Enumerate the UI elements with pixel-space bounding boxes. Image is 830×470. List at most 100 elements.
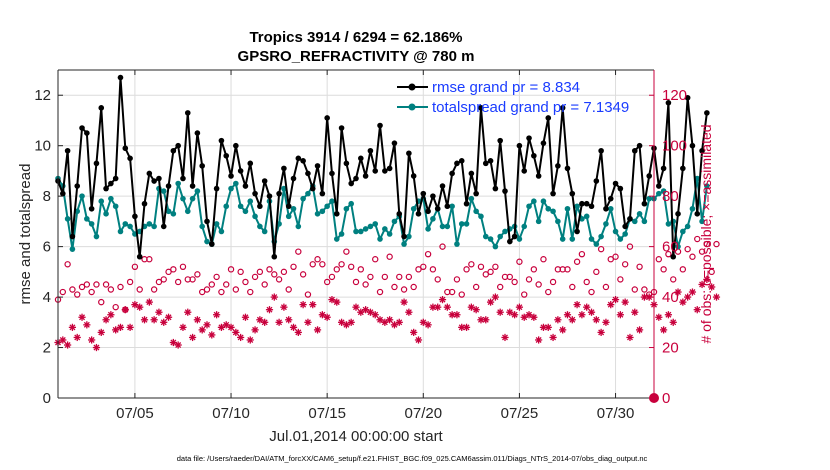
totalspread-point xyxy=(295,223,302,230)
rmse-point xyxy=(463,200,470,207)
rmse-point xyxy=(598,147,604,154)
obs-possible-point xyxy=(535,281,542,288)
obs-assimilated-point xyxy=(515,303,524,311)
totalspread-point xyxy=(386,231,393,237)
rmse-point xyxy=(276,190,282,197)
obs-possible-point xyxy=(698,248,706,255)
obs-assimilated-point xyxy=(573,301,581,309)
obs-assimilated-point xyxy=(414,336,423,344)
rmse-point xyxy=(281,165,287,172)
obs-possible-point xyxy=(636,263,643,270)
obs-possible-point xyxy=(64,261,71,268)
obs-assimilated-point xyxy=(486,298,495,306)
obs-assimilated-point xyxy=(208,331,216,339)
totalspread-point xyxy=(550,208,556,215)
obs-assimilated-point xyxy=(217,323,226,331)
obs-possible-point xyxy=(626,243,634,250)
totalspread-point xyxy=(636,211,643,217)
totalspread-point xyxy=(531,198,537,204)
rmse-point xyxy=(122,145,129,152)
rmse-point xyxy=(607,195,614,202)
obs-possible-point xyxy=(232,286,240,293)
y2-tick-label: 20 xyxy=(662,340,679,357)
rmse-point xyxy=(64,147,71,154)
totalspread-point xyxy=(593,241,600,247)
obs-assimilated-point xyxy=(472,306,480,314)
obs-possible-point xyxy=(496,283,504,291)
obs-assimilated-point xyxy=(371,311,379,319)
obs-assimilated-point xyxy=(438,296,447,304)
totalspread-point xyxy=(180,195,186,202)
totalspread-point xyxy=(175,180,181,187)
obs-possible-point xyxy=(266,266,273,273)
rmse-point xyxy=(377,122,383,129)
obs-possible-point xyxy=(367,273,374,281)
obs-assimilated-point xyxy=(621,298,629,306)
rmse-point xyxy=(314,163,321,169)
totalspread-point xyxy=(468,195,475,202)
totalspread-point xyxy=(367,223,374,230)
chart-subtitle: GPSRO_REFRACTIVITY @ 780 m xyxy=(238,48,475,65)
obs-assimilated-point xyxy=(635,326,644,334)
totalspread-point xyxy=(607,205,614,212)
obs-possible-point xyxy=(314,256,321,263)
totalspread-point xyxy=(689,205,696,212)
y-tick-label: 0 xyxy=(43,390,51,407)
totalspread-point xyxy=(88,221,95,227)
obs-possible-point xyxy=(189,276,196,283)
obs-possible-point xyxy=(420,263,427,270)
obs-assimilated-point xyxy=(251,326,259,334)
obs-assimilated-point xyxy=(121,306,129,314)
totalspread-point xyxy=(103,211,109,217)
obs-possible-point xyxy=(410,283,417,291)
obs-possible-point xyxy=(223,281,230,288)
obs-possible-point xyxy=(670,276,677,283)
obs-assimilated-point xyxy=(64,341,72,349)
obs-possible-point xyxy=(218,288,225,296)
obs-assimilated-point xyxy=(88,336,96,344)
obs-possible-point xyxy=(107,286,115,293)
obs-assimilated-point xyxy=(554,316,562,324)
rmse-point xyxy=(305,170,311,177)
rmse-point xyxy=(233,142,239,149)
obs-possible-point xyxy=(593,268,600,276)
obs-possible-point xyxy=(415,266,422,273)
obs-possible-point xyxy=(396,273,403,281)
rmse-point xyxy=(550,190,556,197)
obs-possible-point xyxy=(617,276,624,283)
totalspread-point xyxy=(588,236,595,242)
obs-assimilated-point xyxy=(602,318,610,326)
rmse-point xyxy=(569,190,576,197)
rmse-point xyxy=(266,193,273,199)
obs-assimilated-point xyxy=(698,280,706,289)
totalspread-point xyxy=(242,208,249,215)
obs-assimilated-point xyxy=(684,293,692,301)
obs-assimilated-point xyxy=(434,303,442,311)
totalspread-point xyxy=(194,188,201,194)
rmse-line xyxy=(57,76,708,258)
obs-possible-point xyxy=(597,245,605,253)
rmse-point xyxy=(487,158,494,164)
obs-possible-point xyxy=(319,261,326,268)
totalspread-point xyxy=(204,238,210,245)
totalspread-point xyxy=(564,205,571,212)
rmse-point xyxy=(261,178,268,184)
obs-assimilated-point xyxy=(703,275,711,284)
rmse-point xyxy=(449,170,455,177)
obs-assimilated-point xyxy=(184,308,192,316)
rmse-point xyxy=(218,137,225,144)
totalspread-point xyxy=(79,193,85,199)
rmse-point xyxy=(60,190,66,197)
obs-possible-point xyxy=(170,266,177,273)
rmse-point xyxy=(622,223,628,230)
rmse-point xyxy=(300,158,306,164)
rmse-point xyxy=(526,135,532,141)
obs-assimilated-point xyxy=(270,293,278,301)
rmse-point xyxy=(439,183,446,189)
data-file-footer: data file: /Users/raeder/DAI/ATM_forcXX/… xyxy=(177,454,648,463)
y-tick-label: 4 xyxy=(43,289,51,306)
totalspread-point xyxy=(425,226,431,232)
totalspread-point xyxy=(516,236,523,242)
totalspread-point xyxy=(324,203,330,210)
totalspread-point xyxy=(233,180,239,187)
